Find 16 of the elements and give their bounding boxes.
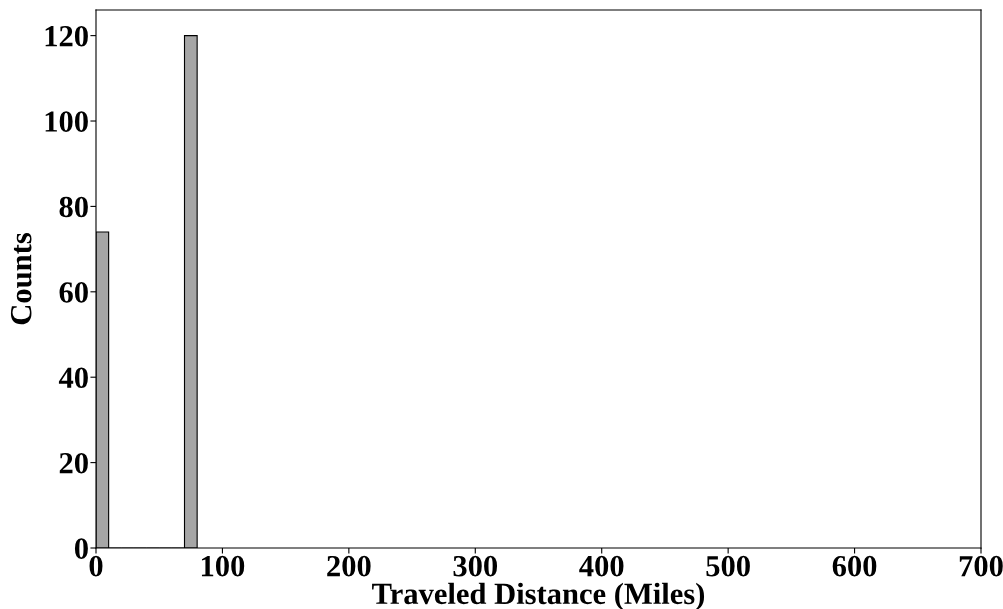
x-tick-label: 500	[706, 555, 750, 577]
y-tick-label: 20	[59, 452, 88, 474]
y-tick-label: 40	[58, 367, 88, 389]
y-tick-label: 80	[59, 196, 88, 218]
x-tick-label: 600	[832, 555, 877, 577]
x-tick-label: 200	[327, 555, 371, 577]
x-tick-label: 100	[201, 555, 245, 577]
x-tick-label: 0	[89, 555, 103, 577]
x-tick-label: 700	[959, 555, 1003, 577]
y-axis-title: Counts	[10, 233, 32, 325]
y-tick-label: 0	[74, 538, 88, 559]
x-tick-label: 400	[579, 555, 624, 577]
y-tick-label: 60	[59, 282, 88, 303]
y-tick-label: 100	[45, 111, 88, 132]
y-tick-label: 120	[45, 25, 88, 47]
x-tick-label: 300	[453, 555, 498, 577]
